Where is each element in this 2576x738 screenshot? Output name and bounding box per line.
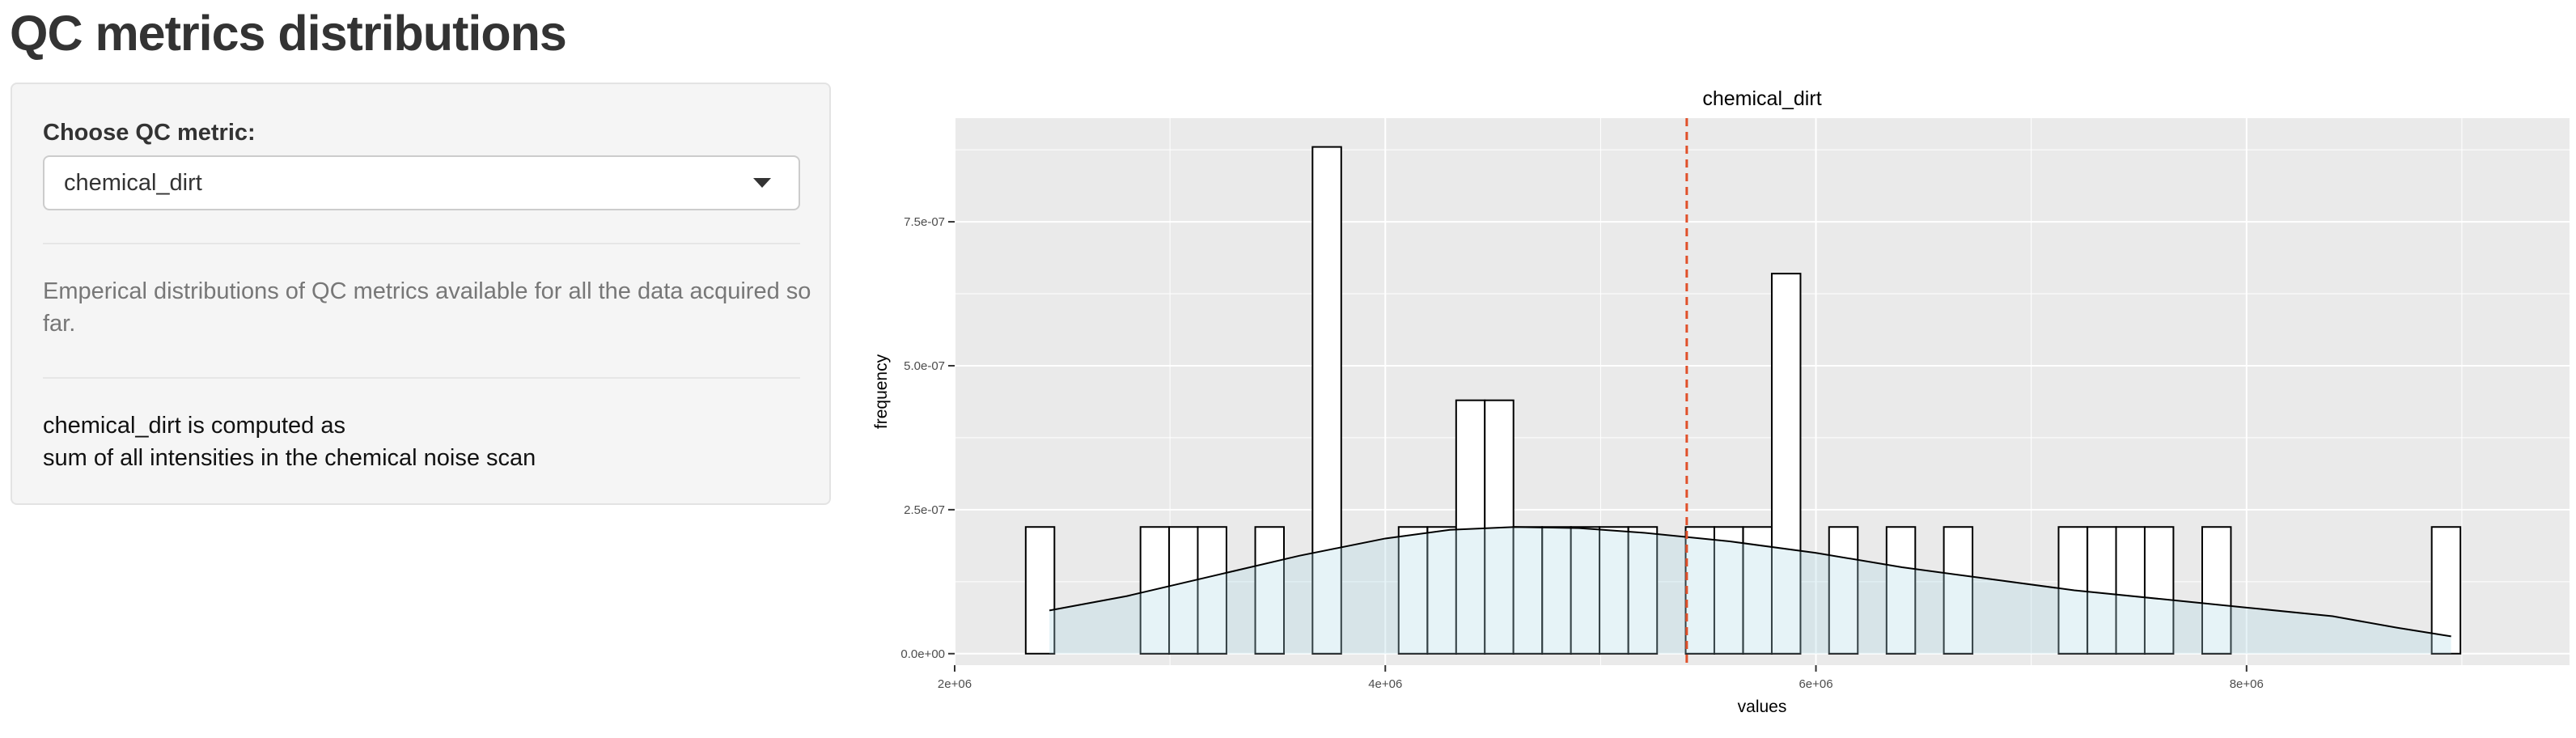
histogram-bar: [2430, 526, 2462, 655]
histogram-bar: [2087, 526, 2117, 655]
computed-line-2: sum of all intensities in the chemical n…: [43, 445, 536, 471]
chevron-down-icon: [753, 178, 771, 188]
y-axis-tick-label: 7.5e-07: [904, 215, 945, 229]
histogram-bar: [1197, 526, 1227, 655]
page-title: QC metrics distributions: [10, 6, 567, 61]
y-axis-title: frequency: [872, 354, 891, 429]
y-axis-tick-label: 5.0e-07: [904, 359, 945, 373]
histogram-bar: [1254, 526, 1285, 655]
histogram-bar: [1397, 526, 1429, 655]
axes: 2e+06 4e+06 6e+06 8e+06 0.0e+00 2.5e-07 5.0e-0…: [900, 215, 2264, 691]
x-axis-tick-label: 2e+06: [938, 677, 972, 691]
histogram-bar: [1455, 399, 1486, 655]
sidebar-panel: Choose QC metric: chemical_dirt Emperica…: [11, 83, 831, 505]
histogram-bar: [1627, 526, 1659, 655]
y-axis-tick-label: 2.5e-07: [904, 503, 945, 517]
description-text: Emperical distributions of QC metrics av…: [43, 278, 811, 337]
y-axis-tick-label: 0.0e+00: [900, 647, 945, 661]
density-curve-group: [1049, 526, 2451, 654]
metric-select[interactable]: chemical_dirt: [43, 155, 800, 210]
divider: [43, 243, 800, 244]
x-axis-tick-label: 6e+06: [1799, 677, 1832, 691]
divider: [43, 377, 800, 379]
density-area: [1049, 527, 2451, 654]
histogram-bar: [1311, 146, 1342, 655]
histogram-bar: [1512, 526, 1544, 655]
computed-line-1: chemical_dirt is computed as: [43, 413, 345, 439]
histogram-bar: [1770, 273, 1802, 655]
histogram-bar: [1599, 526, 1629, 655]
histogram-bar: [2143, 526, 2175, 655]
histogram-bar: [2115, 526, 2146, 655]
metric-select-value: chemical_dirt: [64, 170, 202, 196]
histogram-bar: [2201, 526, 2232, 655]
computed-text: chemical_dirt is computed as sum of all …: [43, 409, 536, 474]
histogram-bar: [1885, 526, 1917, 655]
x-axis-tick-label: 8e+06: [2230, 677, 2264, 691]
histogram-bars: [1024, 146, 2462, 655]
density-line: [1049, 526, 2451, 638]
histogram-bar: [1024, 526, 1056, 655]
chart-title: chemical_dirt: [1702, 87, 1821, 110]
histogram-bar: [1426, 526, 1457, 655]
histogram-bar: [1828, 526, 1859, 655]
metric-select-label: Choose QC metric:: [43, 120, 256, 146]
histogram-chart: 2e+06 4e+06 6e+06 8e+06 0.0e+00 2.5e-07 5.0e-0…: [872, 87, 2570, 716]
x-axis-title: values: [1738, 698, 1787, 716]
histogram-bar: [1168, 526, 1199, 655]
x-axis-tick-label: 4e+06: [1368, 677, 1402, 691]
histogram-bar: [1943, 526, 1974, 655]
